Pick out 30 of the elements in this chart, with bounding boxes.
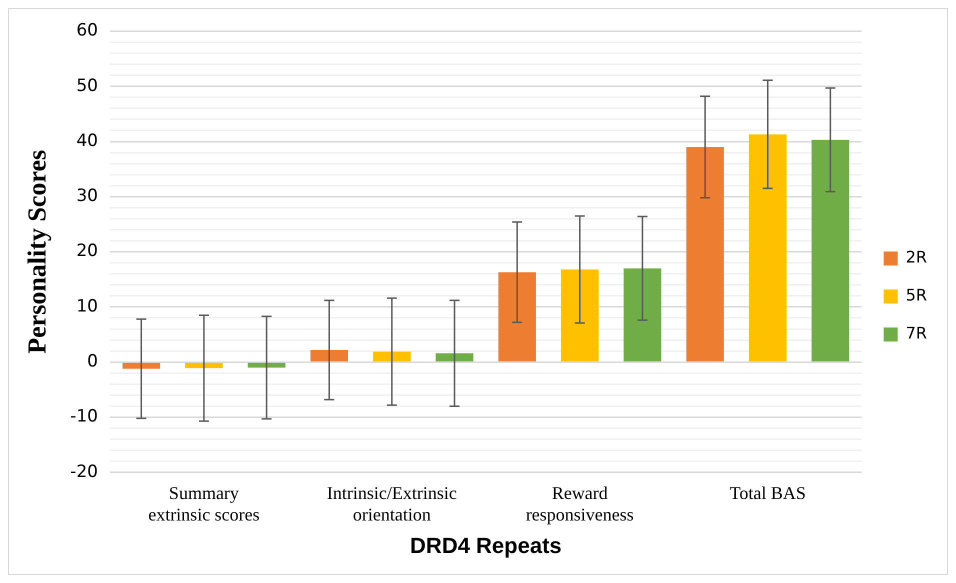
y-tick-label: 50 bbox=[76, 76, 98, 96]
y-tick-label: 60 bbox=[76, 20, 98, 41]
x-tick-label: Total BAS bbox=[730, 482, 806, 503]
legend-label: 5R bbox=[906, 286, 927, 305]
bar bbox=[498, 272, 536, 362]
bar bbox=[122, 362, 160, 369]
bar bbox=[436, 353, 474, 362]
bar bbox=[624, 268, 662, 362]
y-tick-label: -10 bbox=[70, 406, 98, 427]
bar bbox=[248, 362, 286, 368]
y-tick-label: 40 bbox=[76, 130, 98, 151]
y-tick-label: 10 bbox=[76, 296, 98, 316]
y-axis-title: Personality Scores bbox=[22, 150, 52, 354]
y-tick-label: -20 bbox=[70, 462, 98, 482]
bar bbox=[310, 350, 348, 362]
x-tick-label: Intrinsic/Extrinsic orientation bbox=[326, 482, 457, 525]
x-axis-title: DRD4 Repeats bbox=[410, 532, 562, 558]
x-tick-label: Summary extrinsic scores bbox=[148, 482, 260, 525]
y-tick-label: 30 bbox=[76, 186, 98, 206]
bar bbox=[748, 134, 787, 362]
bar bbox=[812, 140, 850, 362]
bar bbox=[185, 362, 223, 368]
bar bbox=[686, 147, 724, 362]
legend-label: 7R bbox=[906, 324, 927, 343]
x-tick-label: Reward responsiveness bbox=[526, 482, 634, 525]
bar bbox=[373, 352, 411, 362]
y-tick-label: 0 bbox=[87, 352, 98, 372]
bar bbox=[561, 269, 599, 362]
y-tick-label: 20 bbox=[76, 241, 98, 262]
legend-label: 2R bbox=[906, 248, 927, 267]
